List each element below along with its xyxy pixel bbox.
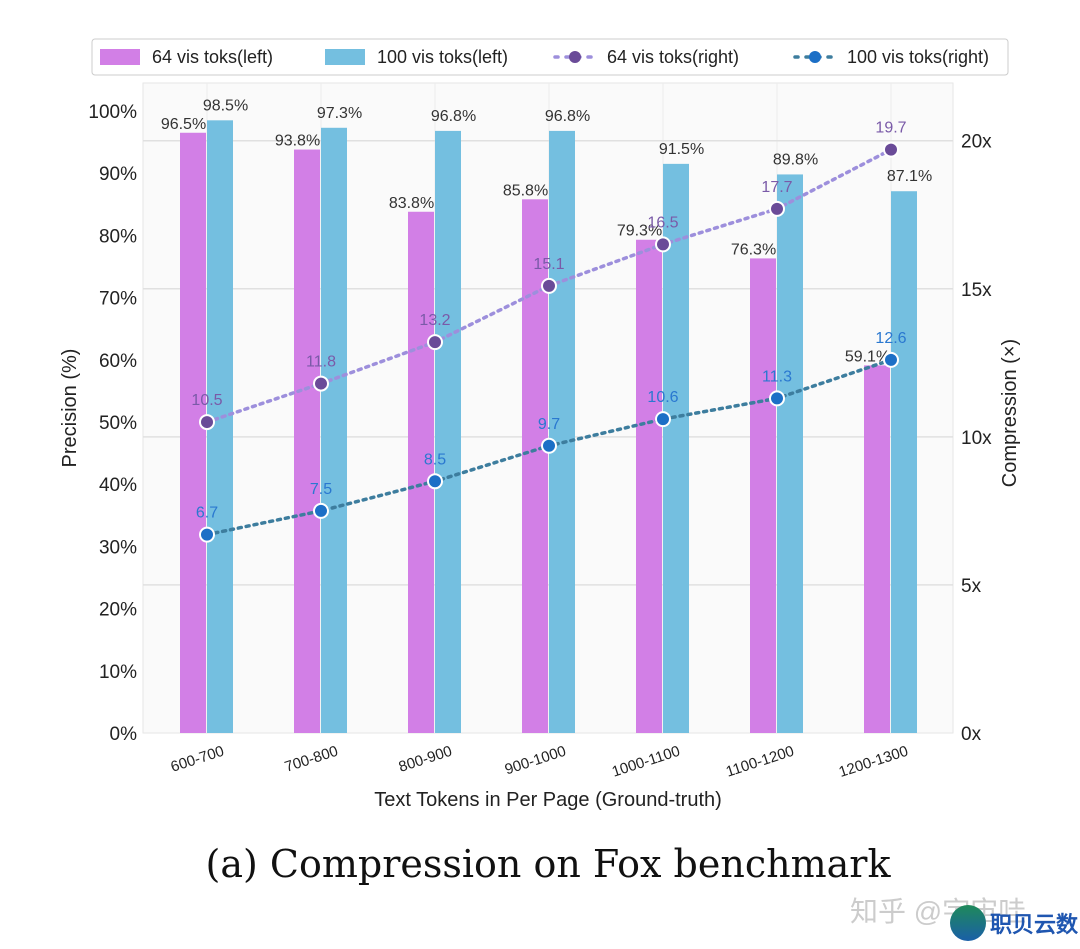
legend-marker	[809, 51, 821, 63]
y-tick-label: 50%	[99, 413, 137, 434]
line-marker	[313, 502, 329, 519]
line-data-label: 11.8	[306, 354, 336, 371]
line-data-label: 16.5	[647, 214, 678, 231]
y-tick-label: 30%	[99, 537, 137, 558]
y-tick-label: 40%	[99, 475, 137, 496]
y-tick-label: 80%	[99, 226, 137, 247]
y2-tick-label: 15x	[961, 280, 992, 301]
bar-data-label: 87.1%	[887, 168, 932, 185]
line-data-label: 6.7	[196, 505, 218, 522]
y-tick-label: 70%	[99, 289, 137, 310]
legend-label: 100 vis toks(right)	[847, 47, 989, 67]
line-data-label: 17.7	[761, 179, 792, 196]
line-data-label: 8.5	[424, 451, 446, 468]
x-tick-label: 1200-1300	[837, 743, 910, 781]
line-data-label: 10.6	[647, 389, 678, 406]
bar-data-label: 98.5%	[203, 97, 248, 114]
legend	[91, 38, 1009, 76]
bar-100-vis-toks	[549, 130, 575, 734]
bar-data-label: 85.8%	[503, 182, 548, 199]
bar-data-label: 83.8%	[389, 195, 434, 212]
legend-label: 64 vis toks(left)	[152, 47, 273, 67]
line-data-label: 19.7	[875, 120, 906, 137]
line-marker	[655, 236, 671, 253]
x-tick-label: 900-1000	[503, 743, 569, 779]
legend-label: 100 vis toks(left)	[377, 47, 508, 67]
bar-64-vis-toks	[522, 199, 548, 733]
line-marker	[769, 390, 785, 407]
y-tick-label: 60%	[99, 351, 137, 372]
line-marker	[769, 200, 785, 217]
line-marker	[541, 277, 557, 294]
bar-data-label: 89.8%	[773, 151, 818, 168]
bar-64-vis-toks	[636, 239, 662, 734]
bar-64-vis-toks	[750, 258, 776, 733]
bar-64-vis-toks	[864, 365, 890, 733]
line-data-label: 10.5	[191, 392, 222, 409]
bar-100-vis-toks	[777, 174, 803, 733]
y-tick-label: 0%	[110, 724, 138, 745]
bar-data-label: 59.1%	[845, 348, 890, 365]
bar-64-vis-toks	[408, 211, 434, 733]
line-marker	[427, 473, 443, 490]
bar-100-vis-toks	[891, 191, 917, 733]
logo: 职贝云数	[950, 905, 1078, 941]
bar-100-vis-toks	[663, 163, 689, 734]
line-marker	[427, 334, 443, 351]
line-marker	[541, 437, 557, 454]
x-axis-label: Text Tokens in Per Page (Ground-truth)	[374, 789, 722, 811]
y2-tick-label: 10x	[961, 428, 992, 449]
bar-100-vis-toks	[321, 127, 347, 734]
line-marker	[655, 411, 671, 428]
bar-64-vis-toks	[294, 149, 320, 733]
line-marker	[199, 526, 215, 543]
y2-tick-label: 0x	[961, 724, 982, 745]
bar-data-label: 96.8%	[545, 108, 590, 125]
y-axis-label: Precision (%)	[59, 349, 81, 468]
line-data-label: 9.7	[538, 416, 560, 433]
y-tick-label: 100%	[88, 102, 137, 123]
bar-data-label: 79.3%	[617, 223, 662, 240]
x-tick-label: 800-900	[397, 743, 455, 776]
bar-64-vis-toks	[180, 132, 206, 734]
y2-tick-label: 20x	[961, 132, 992, 153]
y-tick-label: 90%	[99, 164, 137, 185]
line-marker	[313, 375, 329, 392]
x-tick-label: 1000-1100	[610, 743, 682, 781]
logo-icon	[950, 905, 986, 941]
line-marker	[883, 351, 899, 368]
line-data-label: 12.6	[875, 330, 906, 347]
bar-data-label: 76.3%	[731, 241, 776, 258]
legend-marker	[569, 51, 581, 63]
line-data-label: 15.1	[533, 256, 564, 273]
bar-data-label: 97.3%	[317, 105, 362, 122]
bar-data-label: 93.8%	[275, 133, 320, 150]
x-tick-label: 600-700	[169, 743, 227, 776]
legend-label: 64 vis toks(right)	[607, 47, 739, 67]
line-data-label: 11.3	[762, 368, 792, 385]
figure-caption: (a) Compression on Fox benchmark	[205, 842, 891, 886]
watermark: 知乎 @宇宙哇	[850, 896, 1027, 927]
bar-100-vis-toks	[435, 130, 461, 734]
line-marker	[199, 414, 215, 431]
logo-text: 职贝云数	[990, 912, 1079, 937]
bar-data-label: 91.5%	[659, 141, 704, 158]
y2-tick-label: 5x	[961, 576, 982, 597]
bar-data-label: 96.5%	[161, 116, 206, 133]
bar-data-label: 96.8%	[431, 108, 476, 125]
legend-swatch	[325, 49, 365, 65]
line-data-label: 13.2	[419, 312, 450, 329]
legend-swatch	[100, 49, 140, 65]
line-marker	[883, 141, 899, 158]
y-tick-label: 20%	[99, 600, 137, 621]
chart: 0x 5x 10x 15x 20x 0% 10% 20% 30% 40% 50% 60% 70% 80% 9…	[59, 38, 1021, 811]
y-tick-label: 10%	[99, 662, 137, 683]
y2-axis-label: Compression (×)	[999, 339, 1021, 487]
x-tick-label: 1100-1200	[724, 743, 796, 781]
x-tick-label: 700-800	[283, 743, 341, 776]
line-data-label: 7.5	[310, 481, 332, 498]
